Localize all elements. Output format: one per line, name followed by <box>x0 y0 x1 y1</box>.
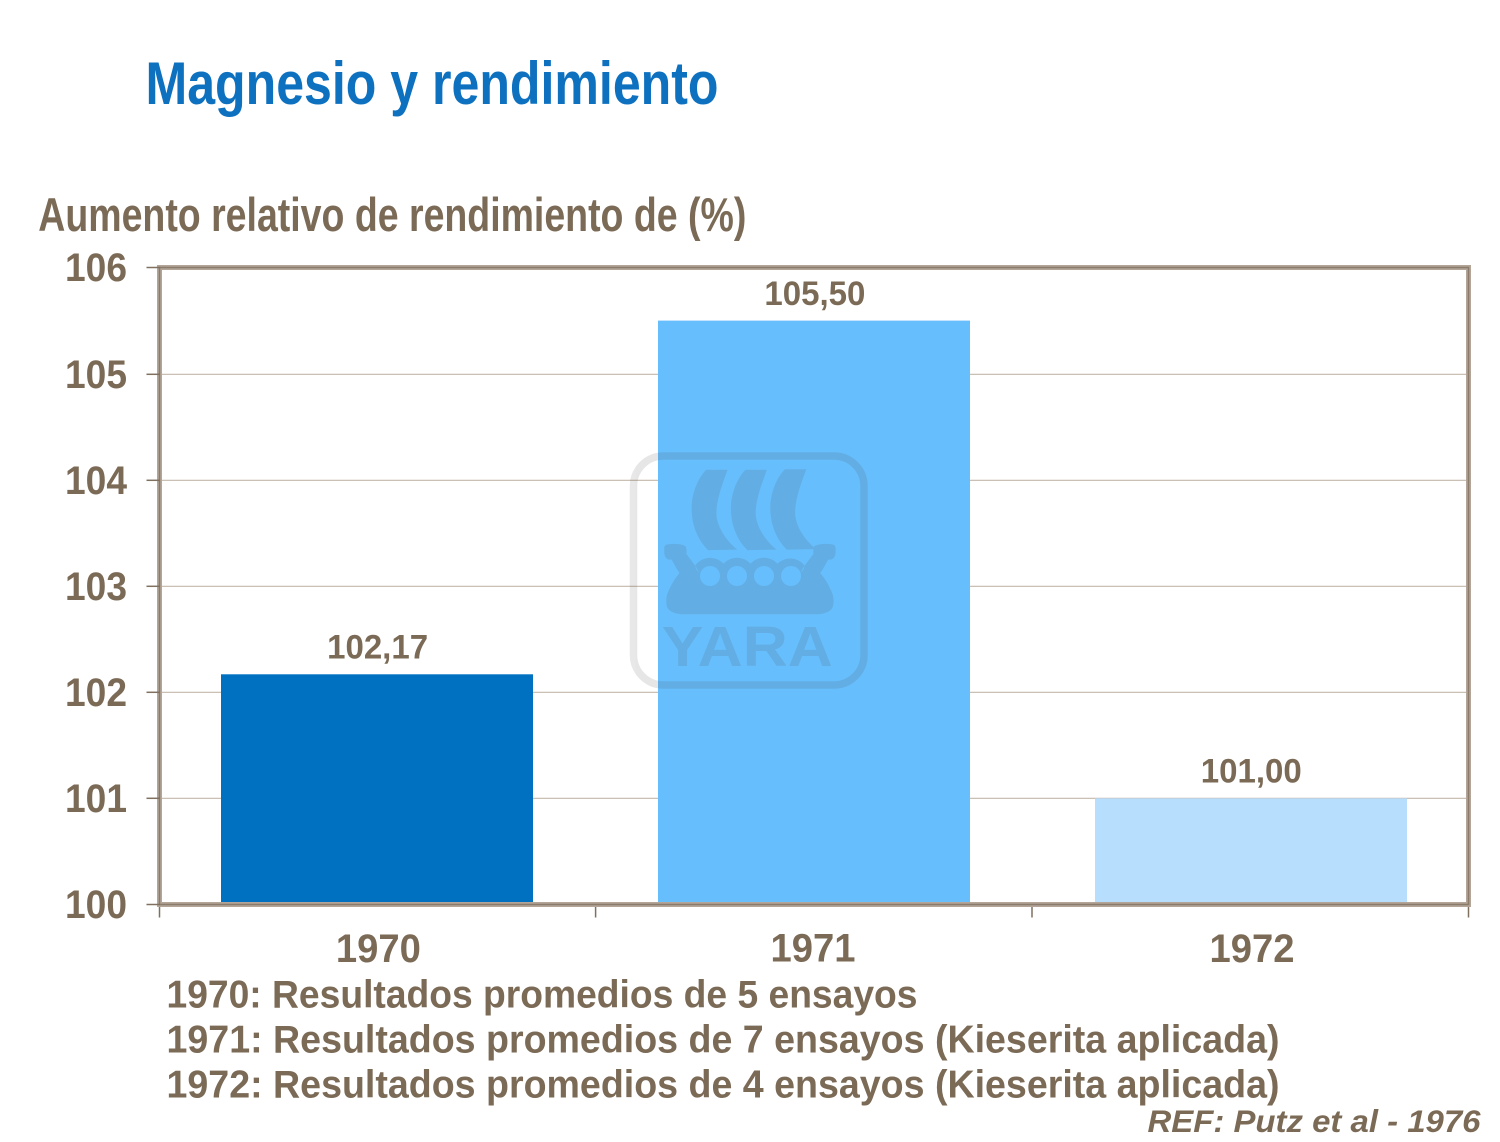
svg-text:103: 103 <box>65 565 127 609</box>
svg-text:105,50: 105,50 <box>764 275 865 313</box>
svg-text:Magnesio y rendimiento: Magnesio y rendimiento <box>146 50 719 117</box>
svg-text:1972: 1972 <box>1210 927 1295 971</box>
svg-text:REF: Putz et al - 1976: REF: Putz et al - 1976 <box>1148 1103 1481 1139</box>
svg-text:106: 106 <box>65 246 127 290</box>
svg-text:101,00: 101,00 <box>1201 753 1302 791</box>
svg-text:102,17: 102,17 <box>327 628 428 666</box>
svg-text:100: 100 <box>65 883 127 927</box>
svg-text:104: 104 <box>65 459 128 503</box>
svg-text:1972: Resultados promedios de: 1972: Resultados promedios de 4 ensayos … <box>167 1064 1280 1107</box>
svg-text:101: 101 <box>65 777 127 821</box>
svg-text:1971: Resultados promedios de: 1971: Resultados promedios de 7 ensayos … <box>167 1019 1280 1062</box>
svg-text:105: 105 <box>65 353 127 397</box>
svg-text:1970: 1970 <box>336 927 421 971</box>
svg-text:1971: 1971 <box>771 927 856 971</box>
svg-text:1970: Resultados promedios de: 1970: Resultados promedios de 5 ensayos <box>167 974 918 1017</box>
svg-text:Aumento relativo de rendimient: Aumento relativo de rendimiento de (%) <box>38 189 746 242</box>
svg-text:YARA: YARA <box>662 615 833 679</box>
svg-text:102: 102 <box>65 671 127 715</box>
